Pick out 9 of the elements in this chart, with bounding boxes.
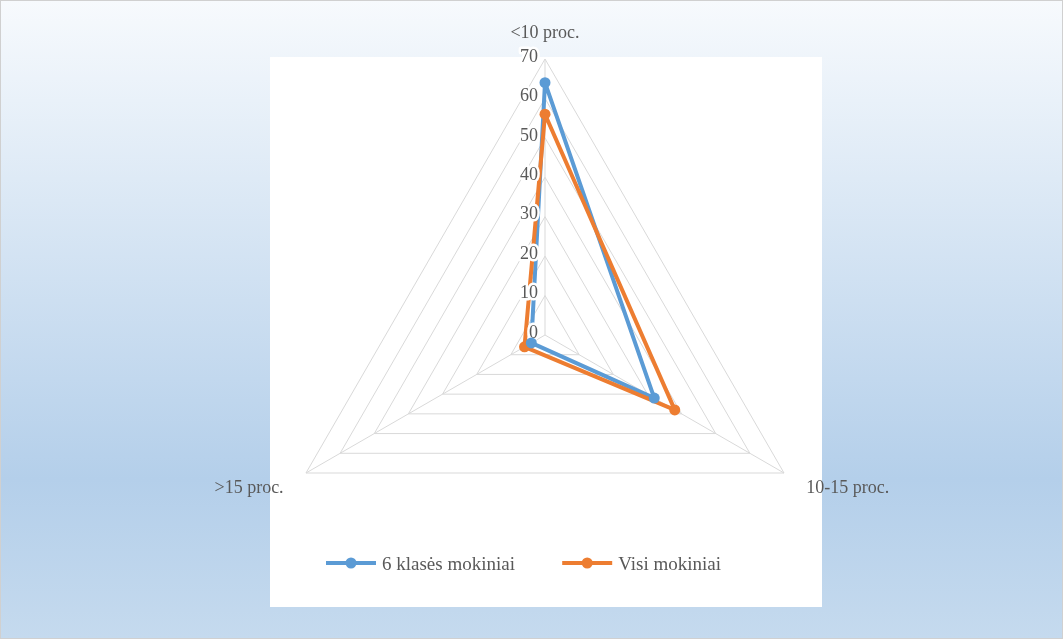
spoke-label: 10-15 proc. <box>806 477 890 498</box>
y-tick-label: 40 <box>520 163 538 184</box>
y-tick-label: 50 <box>520 124 538 145</box>
y-tick-label: 60 <box>520 85 538 106</box>
y-tick-label: 70 <box>520 45 538 66</box>
legend-label: 6 klasės mokiniai <box>382 552 515 574</box>
legend-label: Visi mokiniai <box>618 552 722 574</box>
spoke-label: >15 proc. <box>214 477 284 498</box>
spoke-label: <10 proc. <box>510 22 580 43</box>
